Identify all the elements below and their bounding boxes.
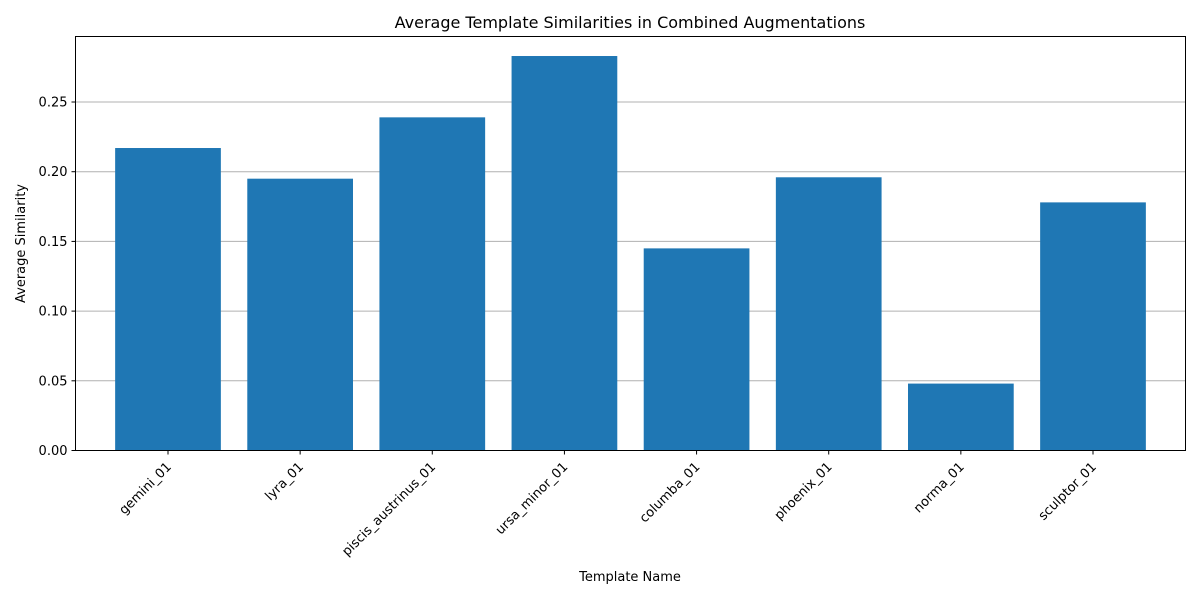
y-tick-label: 0.15	[39, 235, 68, 250]
y-tick-label: 0.20	[39, 165, 68, 180]
bar-norma-01	[908, 383, 1014, 451]
y-axis-ticks: 0.00 0.05 0.10 0.15 0.20 0.25	[39, 96, 76, 459]
chart-title: Average Template Similarities in Combine…	[395, 13, 866, 32]
y-tick-label: 0.00	[39, 444, 68, 459]
y-tick-label: 0.05	[39, 374, 68, 389]
bar-ursa-minor-01	[511, 56, 618, 451]
bar-gemini-01	[115, 148, 221, 451]
bar-piscis-austrinus-01	[379, 117, 486, 451]
bar-columba-01	[643, 248, 750, 451]
bars	[115, 56, 1146, 451]
bar-phoenix-01	[775, 177, 882, 451]
y-tick-label: 0.25	[39, 96, 68, 111]
x-axis-label: Template Name	[578, 570, 681, 585]
bar-lyra-01	[247, 178, 353, 451]
plot-area-frame	[75, 36, 1186, 451]
y-axis-label: Average Similarity	[14, 184, 29, 303]
bar-sculptor-01	[1040, 202, 1146, 451]
y-tick-label: 0.10	[39, 305, 68, 320]
